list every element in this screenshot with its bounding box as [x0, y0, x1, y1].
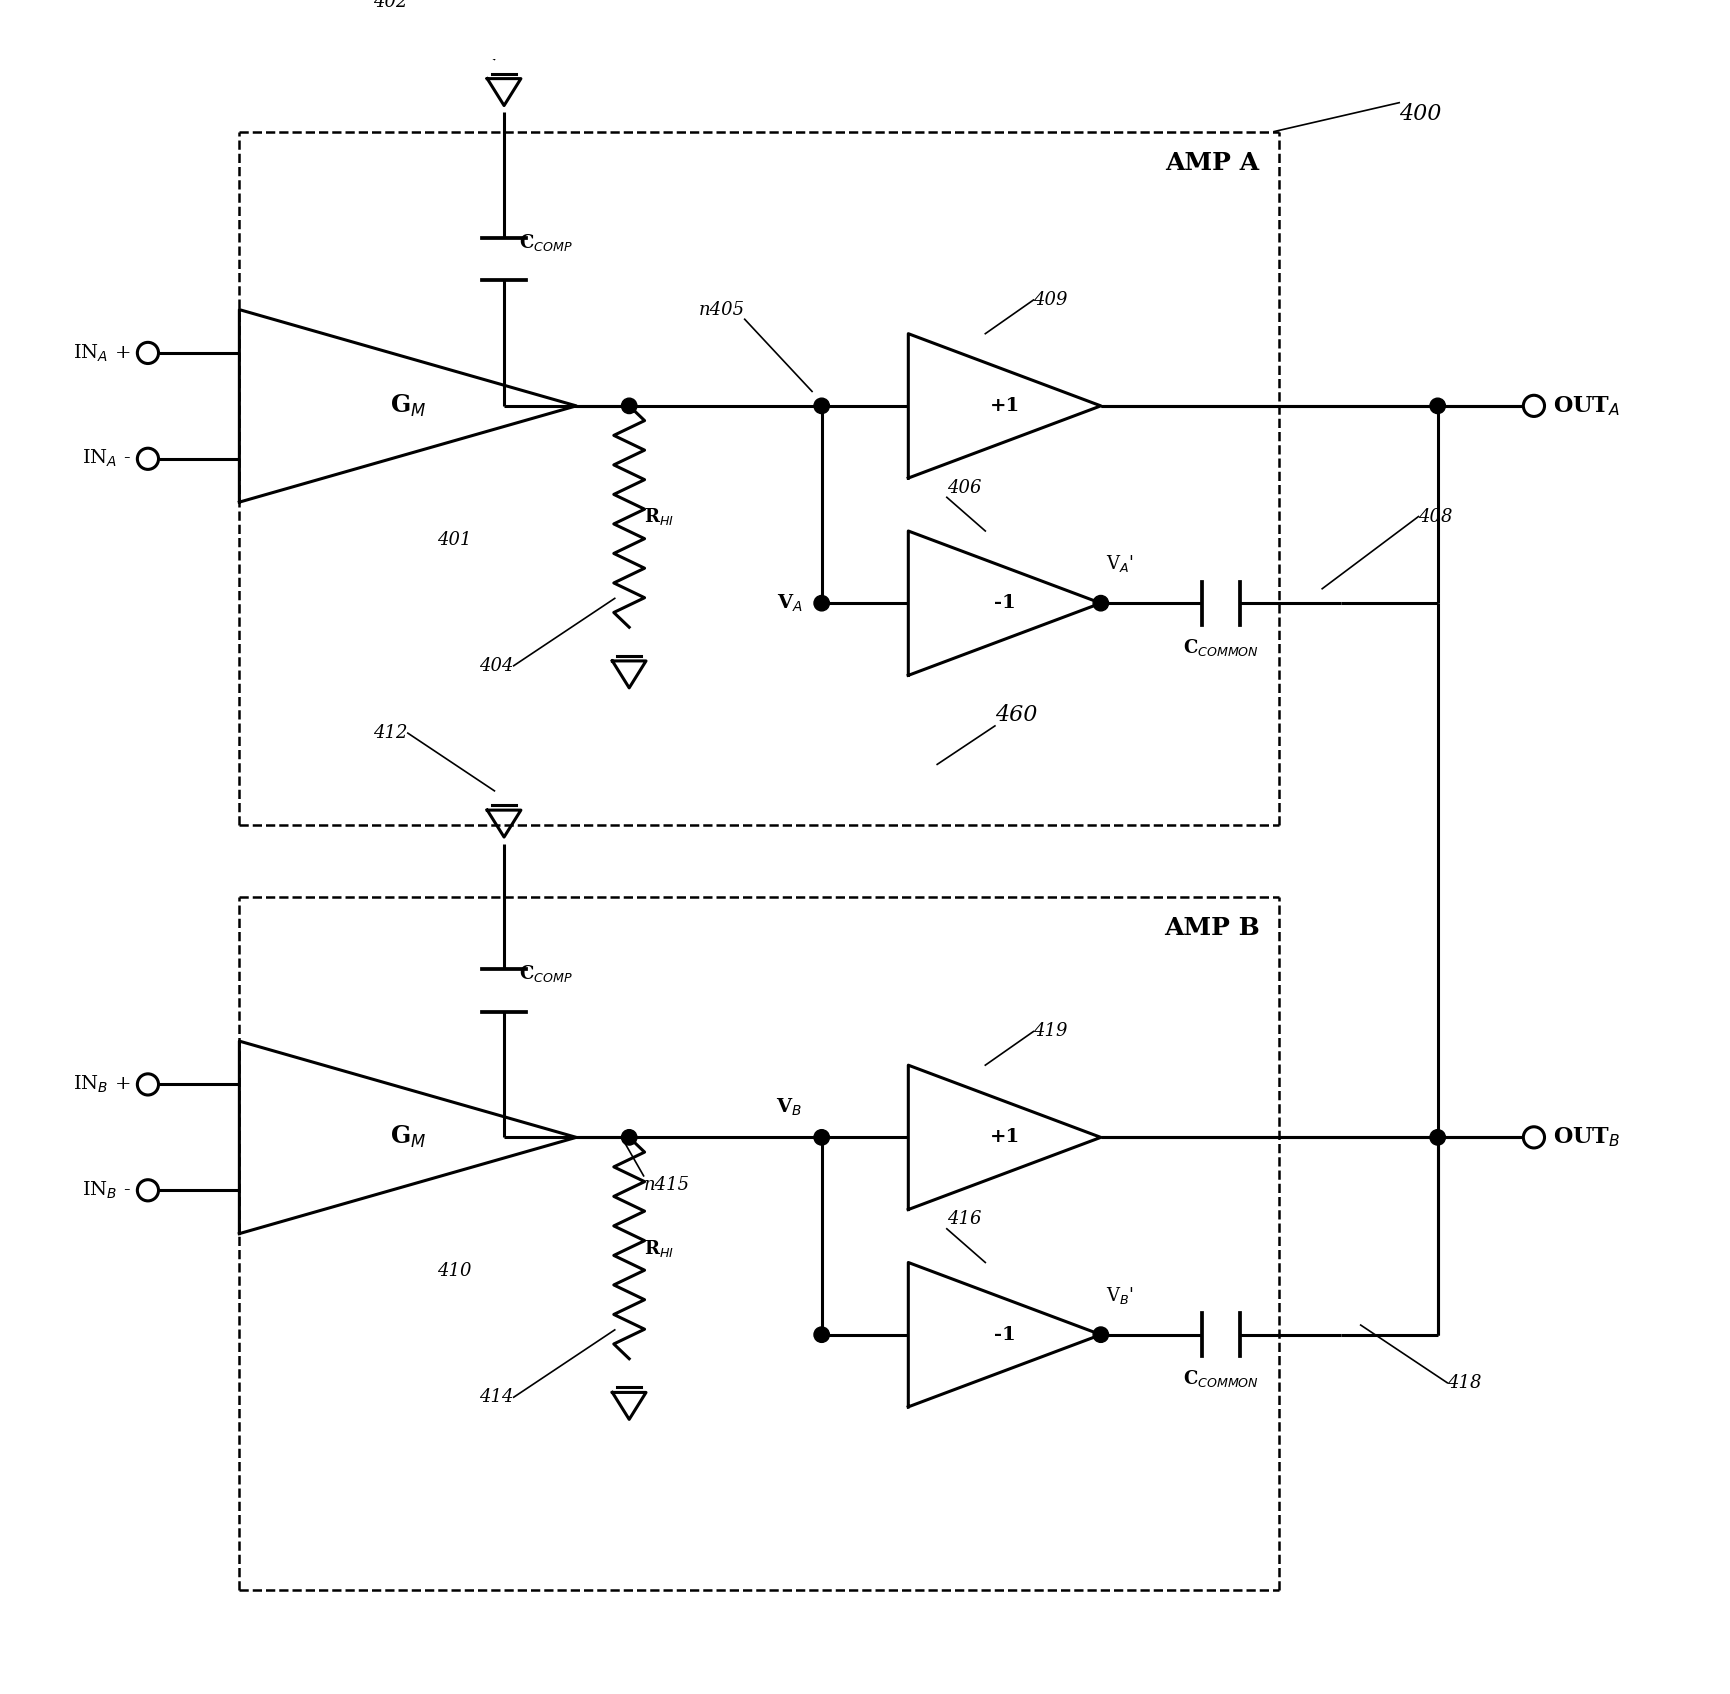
Circle shape	[815, 1130, 829, 1145]
Text: G$_M$: G$_M$	[389, 1125, 426, 1150]
Circle shape	[815, 398, 829, 413]
Text: 418: 418	[1448, 1374, 1483, 1392]
Text: IN$_B$ -: IN$_B$ -	[81, 1179, 131, 1201]
Text: 460: 460	[995, 705, 1038, 727]
Text: C$_{COMP}$: C$_{COMP}$	[519, 232, 573, 252]
Text: 412: 412	[374, 723, 408, 742]
Text: 416: 416	[946, 1210, 981, 1228]
Circle shape	[1093, 1326, 1109, 1342]
Text: 406: 406	[946, 479, 981, 496]
Text: G$_M$: G$_M$	[389, 393, 426, 418]
Text: 408: 408	[1419, 508, 1453, 525]
Text: R$_{HI}$: R$_{HI}$	[644, 1238, 673, 1259]
Text: IN$_B$ +: IN$_B$ +	[73, 1074, 131, 1094]
Circle shape	[621, 398, 637, 413]
Circle shape	[1093, 596, 1109, 612]
Text: 400: 400	[1400, 103, 1441, 125]
Circle shape	[1431, 1130, 1445, 1145]
Text: V$_{B}$': V$_{B}$'	[1105, 1284, 1133, 1306]
Circle shape	[621, 1130, 637, 1145]
Text: -1: -1	[993, 595, 1016, 612]
Text: IN$_A$ -: IN$_A$ -	[81, 449, 131, 469]
Text: n405: n405	[699, 302, 744, 318]
Text: 409: 409	[1033, 291, 1067, 308]
Text: 410: 410	[436, 1262, 471, 1281]
Text: -1: -1	[993, 1326, 1016, 1343]
Text: +1: +1	[990, 1128, 1019, 1147]
Text: C$_{COMMON}$: C$_{COMMON}$	[1183, 637, 1259, 657]
Text: 414: 414	[479, 1389, 514, 1406]
Circle shape	[815, 1326, 829, 1342]
Text: +1: +1	[990, 396, 1019, 415]
Text: R$_{HI}$: R$_{HI}$	[644, 507, 673, 527]
Text: 419: 419	[1033, 1023, 1067, 1040]
Text: C$_{COMP}$: C$_{COMP}$	[519, 964, 573, 984]
Circle shape	[815, 596, 829, 612]
Text: OUT$_B$: OUT$_B$	[1554, 1125, 1621, 1149]
Text: 401: 401	[436, 530, 471, 549]
Text: OUT$_A$: OUT$_A$	[1554, 395, 1621, 418]
Text: 404: 404	[479, 657, 514, 674]
Text: AMP A: AMP A	[1166, 151, 1259, 174]
Text: n415: n415	[644, 1176, 690, 1194]
Circle shape	[1431, 398, 1445, 413]
Text: V$_A$: V$_A$	[777, 593, 803, 613]
Text: IN$_A$ +: IN$_A$ +	[73, 342, 131, 364]
Text: AMP B: AMP B	[1164, 916, 1259, 940]
Text: 402: 402	[374, 0, 408, 10]
Text: V$_B$: V$_B$	[777, 1096, 803, 1118]
Text: V$_{A}$': V$_{A}$'	[1105, 554, 1133, 574]
Text: C$_{COMMON}$: C$_{COMMON}$	[1183, 1369, 1259, 1389]
